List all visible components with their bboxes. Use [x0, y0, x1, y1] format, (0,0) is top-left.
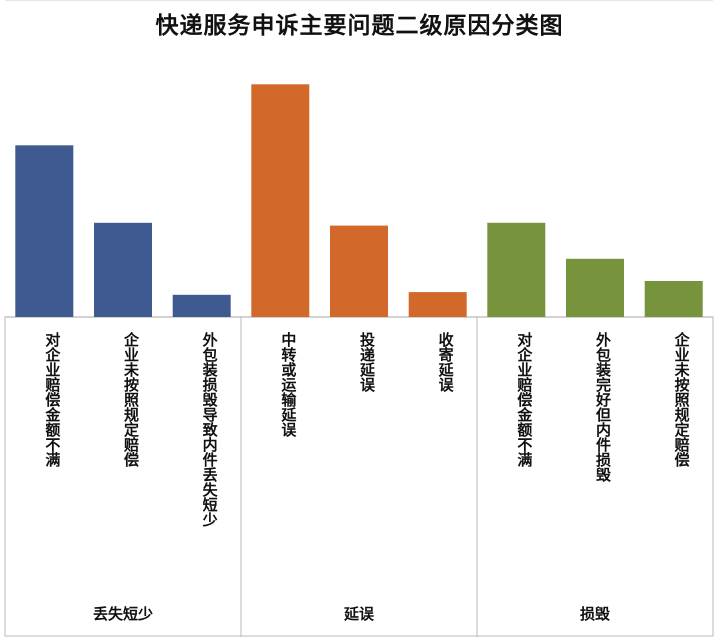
category-label: 企业未按照规定赔偿	[122, 332, 140, 467]
category-label: 外包装损毁导致内件丢失短少	[200, 332, 219, 527]
group-label: 延误	[343, 605, 374, 623]
category-label: 中转或运输延误	[279, 332, 298, 437]
bar-2-1	[251, 84, 310, 317]
category-label: 对企业赔偿金额不满	[43, 332, 62, 467]
bar-2-3	[408, 292, 467, 317]
category-label: 收寄延误	[436, 332, 455, 392]
group-label: 丢失短少	[92, 605, 153, 623]
category-label: 外包装完好但内件损毁	[594, 332, 612, 482]
category-label: 对企业赔偿金额不满	[515, 332, 534, 467]
bar-1-3	[172, 294, 231, 317]
bar-3-2	[566, 258, 624, 317]
category-label: 投递延误	[358, 332, 376, 392]
bar-1-1	[15, 145, 74, 317]
bar-2-2	[330, 225, 388, 317]
bar-3-1	[487, 222, 546, 317]
bar-1-2	[94, 222, 152, 317]
bar-3-3	[644, 281, 703, 317]
group-label: 损毁	[579, 605, 610, 623]
category-label: 企业未按照规定赔偿	[672, 332, 691, 467]
chart-title: 快递服务申诉主要问题二级原因分类图	[155, 12, 564, 39]
